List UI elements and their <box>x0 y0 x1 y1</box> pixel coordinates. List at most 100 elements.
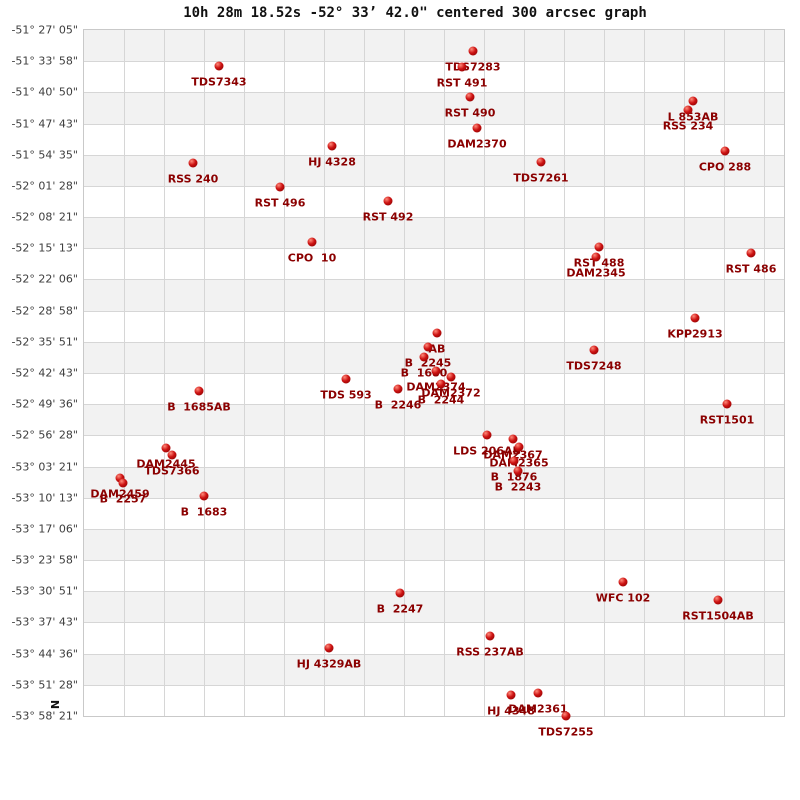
star-point[interactable] <box>472 123 482 133</box>
star-point[interactable] <box>118 478 128 488</box>
grid-band <box>84 404 784 436</box>
star-label: DAM2361 <box>508 702 568 715</box>
gridline-horizontal <box>84 217 784 219</box>
star-point[interactable] <box>720 146 730 156</box>
star-label: DAM2459 <box>90 487 150 500</box>
star-point[interactable] <box>508 434 518 444</box>
y-axis-tick-label: -53° 58' 21" <box>11 709 78 723</box>
star-label: B 1685AB <box>167 400 231 413</box>
star-label: LDS 206AB <box>453 444 521 457</box>
star-point[interactable] <box>188 158 198 168</box>
star-label: RSS 240 <box>167 172 219 185</box>
y-axis-tick-label: -51° 47' 43" <box>11 117 78 131</box>
y-axis-tick-label: -51° 27' 05" <box>11 23 78 37</box>
star-point[interactable] <box>214 61 224 71</box>
grid-band <box>84 279 784 311</box>
gridline-vertical <box>444 30 445 716</box>
star-point[interactable] <box>688 96 698 106</box>
gridline-horizontal <box>84 154 784 156</box>
star-point[interactable] <box>436 379 446 389</box>
star-point[interactable] <box>275 182 285 192</box>
star-point[interactable] <box>514 442 524 452</box>
y-axis-tick-label: -52° 35' 51" <box>11 335 78 349</box>
star-point[interactable] <box>324 643 334 653</box>
star-point[interactable] <box>589 345 599 355</box>
star-label: RST 496 <box>254 196 306 209</box>
grid-band <box>84 123 784 155</box>
star-label: B 2244 <box>417 393 465 406</box>
star-point[interactable] <box>485 631 495 641</box>
y-axis-tick-label: -53° 44' 36" <box>11 647 78 661</box>
gridline-vertical <box>284 30 285 716</box>
gridline-vertical <box>364 30 365 716</box>
star-point[interactable] <box>690 313 700 323</box>
star-label: CPO 10 <box>287 251 337 264</box>
gridline-vertical <box>324 30 325 716</box>
star-label: RSS 234 <box>662 119 714 132</box>
y-axis-tick-label: -53° 03' 21" <box>11 460 78 474</box>
star-point[interactable] <box>513 466 523 476</box>
y-axis-tick-label: -51° 54' 35" <box>11 148 78 162</box>
star-label: DAM2367 <box>483 448 543 461</box>
star-point[interactable] <box>506 690 516 700</box>
y-axis-tick-label: -51° 40' 50" <box>11 85 78 99</box>
star-label: HJ 4348 <box>487 704 535 717</box>
star-point[interactable] <box>194 386 204 396</box>
y-axis-tick-label: -52° 08' 21" <box>11 210 78 224</box>
star-label: AB <box>428 342 446 355</box>
star-point[interactable] <box>383 196 393 206</box>
gridline-horizontal <box>84 560 784 562</box>
grid-band <box>84 560 784 592</box>
star-point[interactable] <box>327 141 337 151</box>
star-point[interactable] <box>482 430 492 440</box>
y-axis-tick-label: -52° 49' 36" <box>11 397 78 411</box>
star-point[interactable] <box>307 237 317 247</box>
star-label: RST1504AB <box>682 609 754 622</box>
star-point[interactable] <box>746 248 756 258</box>
star-point[interactable] <box>468 46 478 56</box>
grid-band <box>84 217 784 249</box>
plot-area: TDS7343 TDS7283 RST 491 RST 490 DAM2370 L 853… <box>83 29 785 737</box>
y-axis-tick-label: -51° 33' 58" <box>11 54 78 68</box>
star-point[interactable] <box>722 399 732 409</box>
star-point[interactable] <box>536 157 546 167</box>
y-axis-tick-label: -53° 51' 28" <box>11 678 78 692</box>
star-point[interactable] <box>594 242 604 252</box>
star-label: RST 488 <box>573 256 625 269</box>
chart-title: 10h 28m 18.52s -52° 33’ 42.0" centered 3… <box>183 5 647 21</box>
star-point[interactable] <box>509 456 519 466</box>
grid-band <box>84 591 784 623</box>
star-label: B 2243 <box>494 480 542 493</box>
star-point[interactable] <box>395 588 405 598</box>
star-point[interactable] <box>199 491 209 501</box>
star-point[interactable] <box>419 352 429 362</box>
gridline-horizontal <box>84 684 784 686</box>
gridline-vertical <box>564 30 565 716</box>
star-point[interactable] <box>431 366 441 376</box>
star-point[interactable] <box>561 711 571 721</box>
star-point[interactable] <box>683 105 693 115</box>
grid-band <box>84 684 784 716</box>
gridline-vertical <box>204 30 205 716</box>
gridline-vertical <box>684 30 685 716</box>
star-point[interactable] <box>432 328 442 338</box>
star-point[interactable] <box>457 62 467 72</box>
star-point[interactable] <box>591 252 601 262</box>
grid-band <box>84 61 784 93</box>
star-point[interactable] <box>533 688 543 698</box>
star-point[interactable] <box>446 372 456 382</box>
star-point[interactable] <box>115 473 125 483</box>
star-point[interactable] <box>423 342 433 352</box>
star-point[interactable] <box>713 595 723 605</box>
y-axis-tick-label: -52° 42' 43" <box>11 366 78 380</box>
star-point[interactable] <box>341 374 351 384</box>
star-label: B 2246 <box>374 398 422 411</box>
star-point[interactable] <box>161 443 171 453</box>
gridline-horizontal <box>84 92 784 94</box>
star-point[interactable] <box>167 450 177 460</box>
star-point[interactable] <box>465 92 475 102</box>
star-point[interactable] <box>393 384 403 394</box>
star-point[interactable] <box>618 577 628 587</box>
gridline-horizontal <box>84 279 784 281</box>
